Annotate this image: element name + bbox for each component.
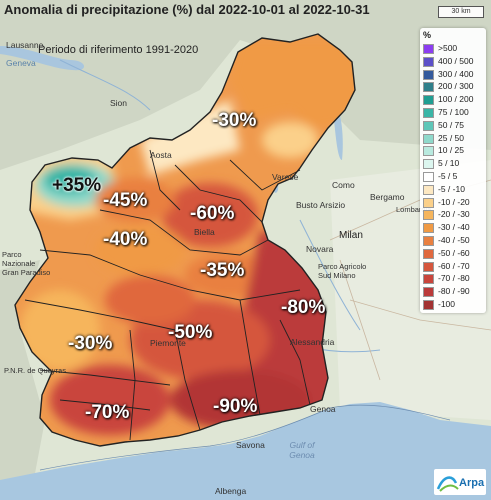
- legend-swatch: [423, 95, 434, 106]
- anomaly-label: -80%: [281, 297, 326, 318]
- legend-label: 200 / 300: [438, 81, 474, 92]
- legend-swatch: [423, 159, 434, 170]
- legend-swatch: [423, 56, 434, 67]
- sea-label: Gulf of Genoa: [289, 440, 315, 460]
- place-label: P.N.R. de Queyras: [4, 366, 66, 375]
- legend-label: -60 / -70: [438, 260, 470, 271]
- legend-label: 10 / 25: [438, 145, 464, 156]
- legend-label: 25 / 50: [438, 132, 464, 143]
- legend-label: -50 / -60: [438, 247, 470, 258]
- legend-swatch: [423, 44, 434, 54]
- legend-label: -30 / -40: [438, 222, 470, 233]
- place-label: Piemonte: [150, 338, 186, 348]
- legend-swatch: [423, 184, 434, 195]
- arpa-logo: Arpa: [434, 469, 486, 495]
- anomaly-label: -90%: [213, 396, 258, 417]
- place-label: Milan: [339, 230, 363, 241]
- place-label: Busto Arsizio: [296, 200, 346, 210]
- place-label: Novara: [306, 244, 334, 254]
- legend: % >500 400 / 500 300 / 400 200 / 300 100 / 2…: [420, 28, 486, 313]
- legend-label: 5 / 10: [438, 158, 460, 169]
- legend-label: 100 / 200: [438, 94, 474, 105]
- legend-swatch: [423, 172, 434, 182]
- place-label: Biella: [194, 227, 215, 237]
- place-label: Savona: [236, 440, 265, 450]
- logo-text: Arpa: [459, 477, 485, 489]
- legend-swatch: [423, 146, 434, 157]
- anomaly-label: -45%: [103, 190, 148, 211]
- legend-swatch: [423, 261, 434, 272]
- legend-swatch: [423, 287, 434, 298]
- legend-swatch: [423, 197, 434, 208]
- place-label: Lausanne: [6, 40, 44, 50]
- place-label: Como: [332, 180, 355, 190]
- legend-label: -100: [438, 299, 456, 309]
- anomaly-label: -35%: [200, 260, 245, 281]
- legend-label: -70 / -80: [438, 273, 470, 284]
- legend-label: -5 / 5: [438, 171, 458, 181]
- place-label: Bergamo: [370, 192, 405, 202]
- legend-swatch: [423, 274, 434, 285]
- legend-label: 400 / 500: [438, 55, 474, 66]
- map-subtitle: Periodo di riferimento 1991-2020: [38, 44, 199, 56]
- legend-label: >500: [438, 43, 458, 53]
- legend-label: -10 / -20: [438, 196, 470, 207]
- legend-swatch: [423, 300, 434, 310]
- place-label: Aosta: [150, 150, 172, 160]
- legend-label: 300 / 400: [438, 68, 474, 79]
- legend-label: -40 / -50: [438, 235, 470, 245]
- place-label: Lombardia: [396, 205, 432, 214]
- place-label: Parco Nazionale Gran Paradiso: [2, 250, 51, 277]
- place-label: Alessandria: [290, 337, 335, 347]
- legend-label: -20 / -30: [438, 209, 470, 220]
- legend-swatch: [423, 236, 434, 246]
- place-label: Albenga: [215, 486, 247, 496]
- legend-swatch: [423, 248, 434, 259]
- place-label: Parco Agricolo Sud Milano: [318, 262, 367, 280]
- anomaly-label: -70%: [85, 402, 130, 423]
- legend-label: 50 / 75: [438, 119, 464, 130]
- legend-swatch: [423, 82, 434, 93]
- legend-label: 75 / 100: [438, 107, 469, 117]
- legend-unit: %: [423, 30, 432, 40]
- map-title: Anomalia di precipitazione (%) dal 2022-…: [4, 2, 370, 17]
- place-label: Geneva: [6, 58, 36, 68]
- anomaly-label: -50%: [168, 322, 213, 343]
- anomaly-label: -30%: [212, 110, 257, 131]
- legend-swatch: [423, 120, 434, 131]
- legend-swatch: [423, 133, 434, 144]
- legend-label: -5 / -10: [438, 183, 465, 194]
- anomaly-label: -60%: [190, 203, 235, 224]
- scale-bar: 30 km: [438, 6, 484, 18]
- place-label: Genoa: [310, 404, 336, 414]
- legend-label: -80 / -90: [438, 286, 470, 297]
- place-label: Sion: [110, 98, 128, 108]
- legend-swatch: [423, 108, 434, 118]
- legend-swatch: [423, 210, 434, 221]
- legend-swatch: [423, 223, 434, 234]
- anomaly-label: +35%: [52, 175, 102, 196]
- anomaly-label: -30%: [68, 333, 113, 354]
- anomaly-label: -40%: [103, 229, 148, 250]
- legend-swatch: [423, 69, 434, 80]
- place-label: Varese: [272, 172, 299, 182]
